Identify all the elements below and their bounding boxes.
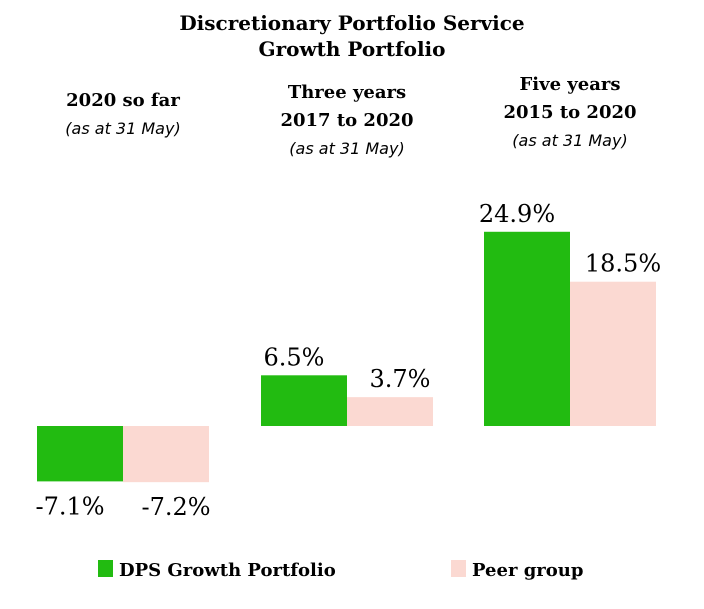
category-header-2020-so-far-line-1: 2020 so far (66, 90, 180, 111)
legend-swatch-dps (98, 560, 113, 577)
bar-peer-five-years (570, 281, 656, 426)
bar-dps-five-years (484, 231, 570, 426)
bar-peer-2020-so-far (123, 426, 209, 483)
value-label-dps-2020-so-far: -7.1% (35, 492, 104, 520)
legend-swatch-peer (451, 560, 466, 577)
value-labels: -7.1% -7.2% 6.5% 3.7% 24.9% 18.5% (35, 200, 661, 521)
category-header-2020-so-far-line-2: (as at 31 May) (65, 119, 180, 138)
category-header-five-years-line-3: (as at 31 May) (512, 131, 627, 150)
category-header-three-years-line-1: Three years (288, 82, 406, 103)
category-header-five-years-line-1: Five years (520, 74, 621, 95)
value-label-peer-five-years: 18.5% (585, 250, 661, 278)
value-label-peer-three-years: 3.7% (370, 365, 431, 393)
category-header-three-years-line-3: (as at 31 May) (289, 139, 404, 158)
bar-dps-2020-so-far (37, 426, 123, 482)
legend-label-dps: DPS Growth Portfolio (119, 560, 336, 581)
value-label-dps-three-years: 6.5% (264, 343, 325, 371)
bars (37, 231, 656, 483)
legend-label-peer: Peer group (472, 560, 583, 581)
value-label-peer-2020-so-far: -7.2% (141, 493, 210, 521)
chart-title-line-1: Discretionary Portfolio Service (179, 11, 524, 35)
value-label-dps-five-years: 24.9% (479, 200, 555, 228)
legend: DPS Growth Portfolio Peer group (98, 560, 583, 581)
category-header-five-years-line-2: 2015 to 2020 (503, 102, 636, 123)
category-header-three-years-line-2: 2017 to 2020 (280, 110, 413, 131)
chart-title-line-2: Growth Portfolio (258, 37, 445, 61)
bar-dps-three-years (261, 375, 347, 426)
category-headers: 2020 so far (as at 31 May) Three years 2017… (65, 74, 636, 158)
bar-peer-three-years (347, 397, 433, 426)
